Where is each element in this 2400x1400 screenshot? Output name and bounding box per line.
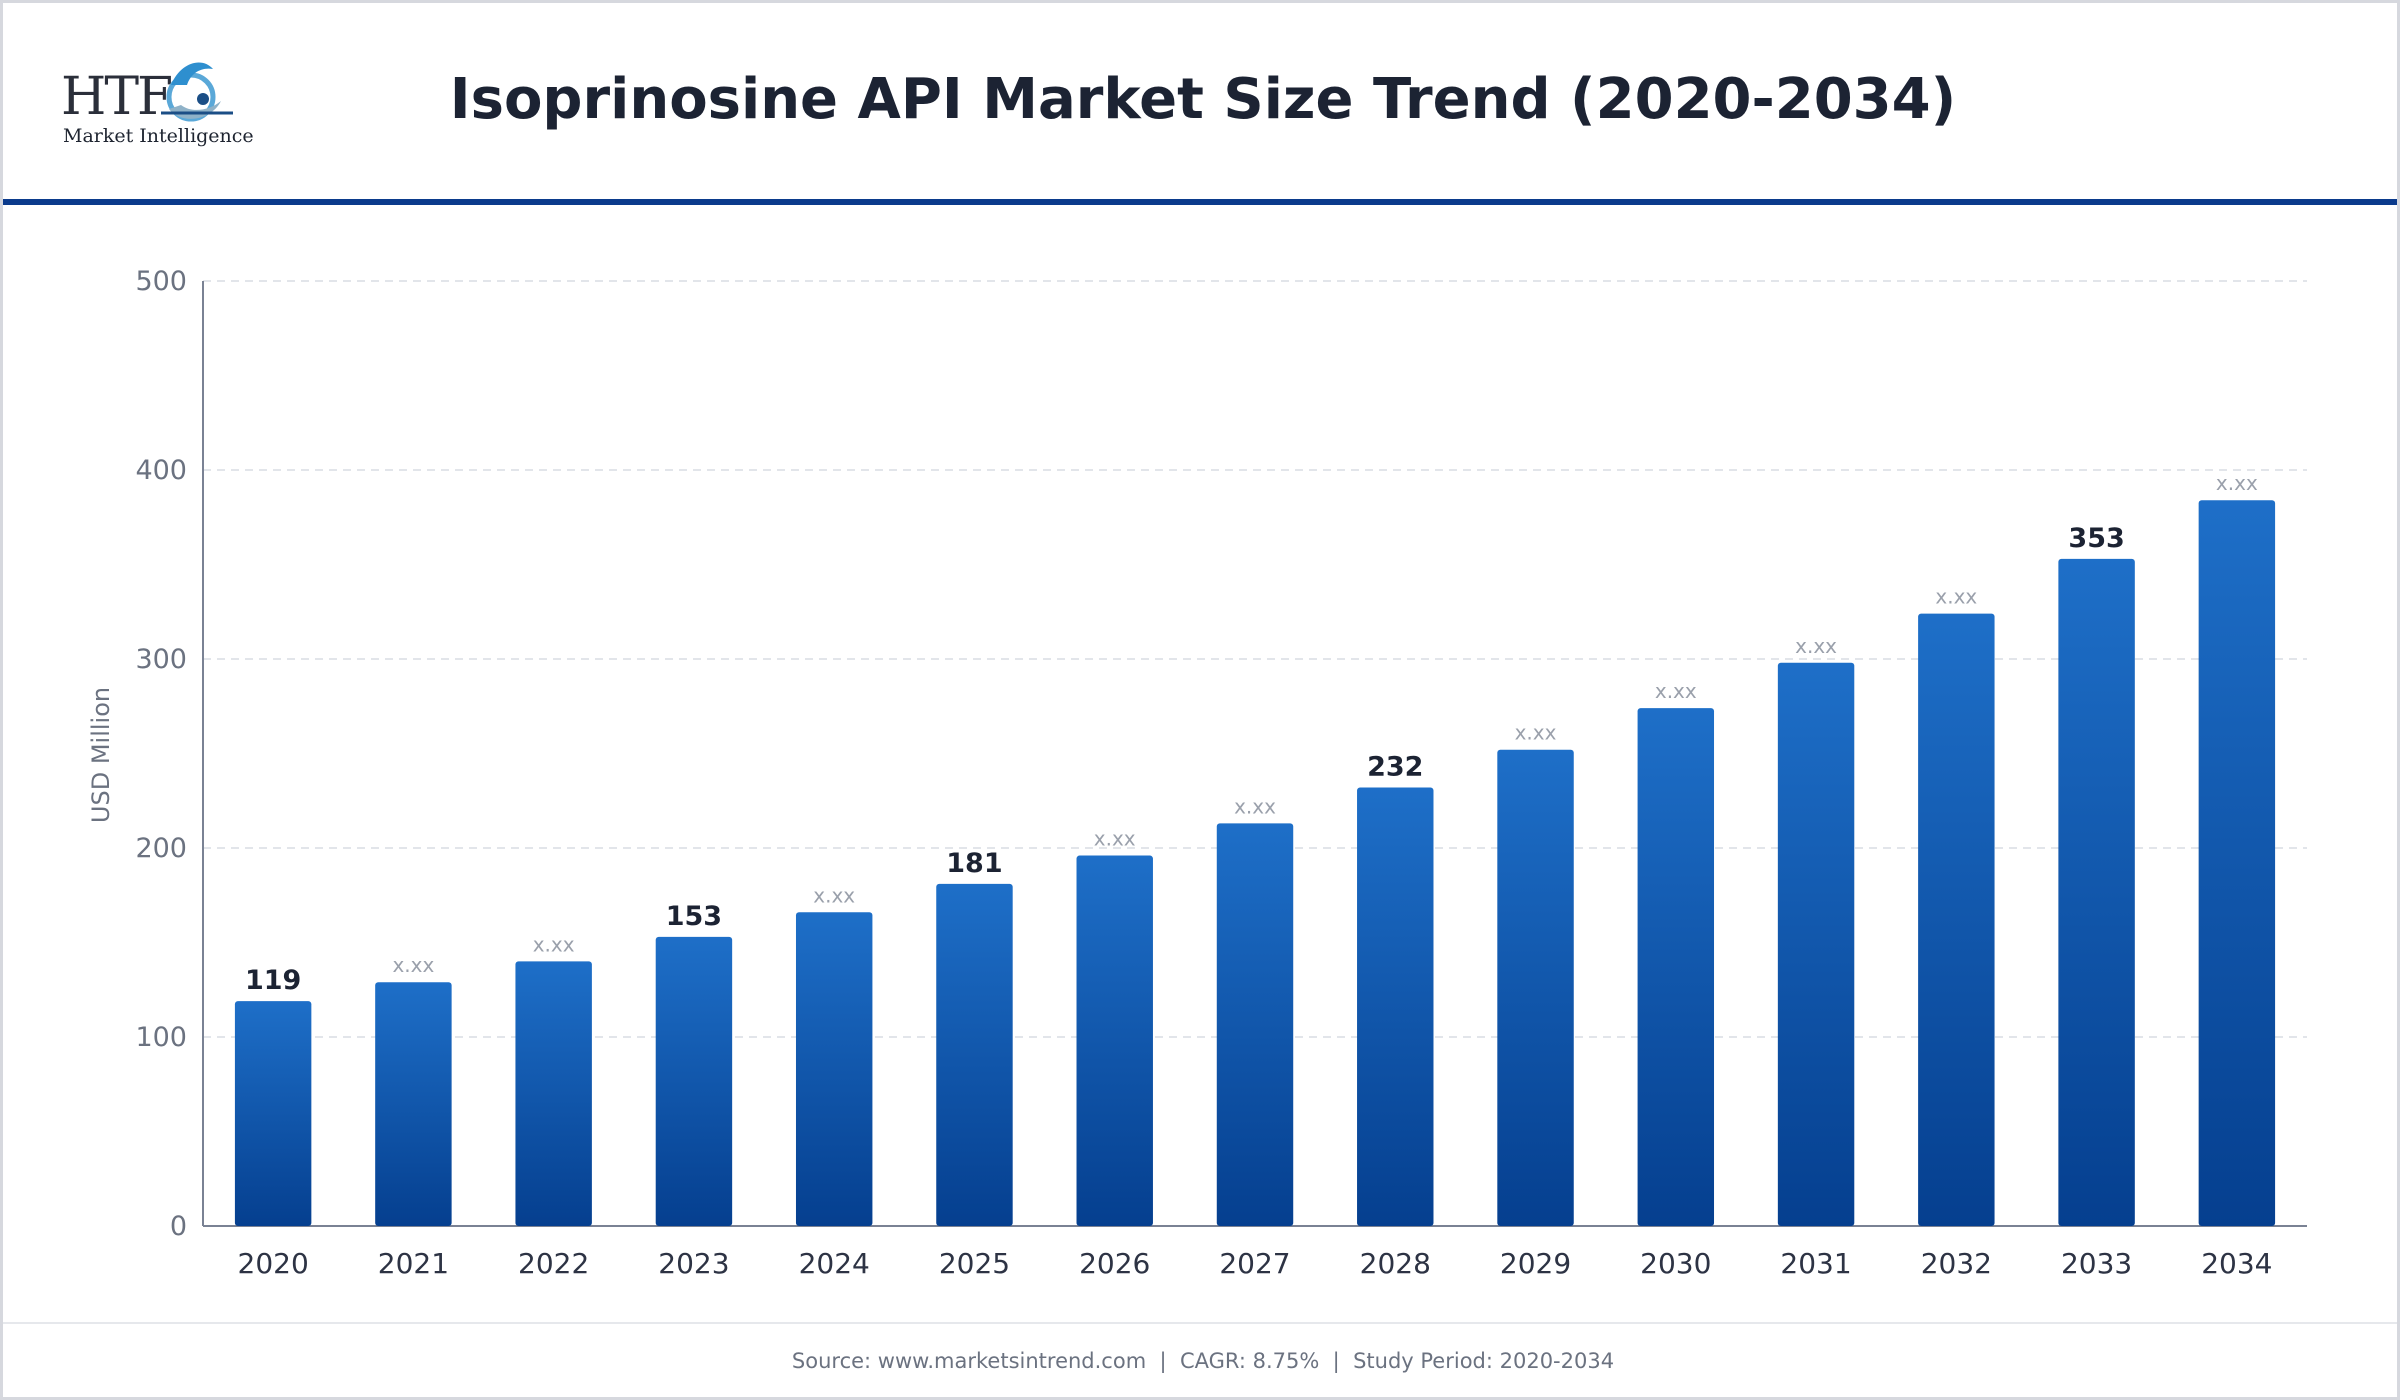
data-label-2022: x.xx bbox=[533, 932, 575, 956]
x-tick-label: 2027 bbox=[1219, 1247, 1290, 1280]
bar-chart: 119 x.xx x.xx 153 x.xx 181 x.xx x.xx 232 x.xx x.xx… bbox=[87, 266, 2307, 1280]
bar-2024 bbox=[795, 912, 873, 1226]
bar-2025 bbox=[936, 883, 1013, 1226]
x-tick-label: 2024 bbox=[799, 1247, 870, 1280]
data-label-2025: 181 bbox=[946, 848, 1002, 879]
bar-2030 bbox=[1637, 708, 1715, 1226]
x-tick-label: 2033 bbox=[2061, 1247, 2132, 1280]
data-label-2023: 153 bbox=[666, 901, 722, 932]
x-tick-label: 2020 bbox=[238, 1247, 309, 1280]
bar-2020 bbox=[234, 1001, 312, 1226]
logo-subtext: Market Intelligence bbox=[63, 125, 254, 147]
x-tick-label: 2030 bbox=[1640, 1247, 1711, 1280]
x-tick-label: 2022 bbox=[518, 1247, 589, 1280]
header-divider bbox=[3, 199, 2397, 205]
data-label-2021: x.xx bbox=[392, 953, 434, 977]
footer-separator: | bbox=[1319, 1349, 1354, 1373]
source-text: Source: www.marketsintrend.com bbox=[791, 1349, 1147, 1373]
cagr-text: CAGR: 8.75% bbox=[1179, 1349, 1320, 1373]
bar-2023 bbox=[655, 936, 733, 1226]
data-label-2028: 232 bbox=[1367, 752, 1423, 783]
x-tick-label: 2023 bbox=[658, 1247, 729, 1280]
dolphin-icon bbox=[161, 62, 233, 122]
footer-separator: | bbox=[1146, 1349, 1180, 1373]
bar-2031 bbox=[1777, 662, 1855, 1226]
data-label-2029: x.xx bbox=[1515, 721, 1557, 745]
y-tick-label: 200 bbox=[135, 833, 187, 864]
data-labels: 119 x.xx x.xx 153 x.xx 181 x.xx x.xx 232 x.xx x.xx… bbox=[245, 471, 2258, 996]
chart-title: Isoprinosine API Market Size Trend (2020… bbox=[449, 67, 1957, 132]
x-tick-label: 2025 bbox=[939, 1247, 1010, 1280]
y-axis-title: USD Million bbox=[87, 687, 115, 823]
x-tick-label: 2034 bbox=[2201, 1247, 2272, 1280]
x-tick-label: 2026 bbox=[1079, 1247, 1150, 1280]
y-tick-label: 400 bbox=[135, 455, 187, 486]
data-label-2032: x.xx bbox=[1935, 585, 1977, 609]
y-tick-label: 0 bbox=[170, 1211, 187, 1242]
data-label-2034: x.xx bbox=[2216, 471, 2258, 495]
x-tick-label: 2029 bbox=[1500, 1247, 1571, 1280]
source-footer: Source: www.marketsintrend.com | CAGR: 8… bbox=[3, 1349, 2400, 1373]
data-label-2033: 353 bbox=[2068, 523, 2124, 554]
data-label-2020: 119 bbox=[245, 965, 301, 996]
bar-2028 bbox=[1357, 787, 1434, 1226]
study-period-text: Study Period: 2020-2034 bbox=[1353, 1349, 1615, 1373]
x-tick-label: 2021 bbox=[378, 1247, 449, 1280]
bar-2021 bbox=[375, 982, 452, 1226]
footer-divider bbox=[3, 1322, 2397, 1324]
x-tick-label: 2031 bbox=[1780, 1247, 1851, 1280]
bar-2033 bbox=[2058, 558, 2135, 1226]
y-tick-label: 100 bbox=[135, 1022, 187, 1053]
bar-2034 bbox=[2198, 500, 2276, 1226]
y-tick-label: 300 bbox=[135, 644, 187, 675]
bar-2027 bbox=[1216, 823, 1294, 1226]
data-label-2031: x.xx bbox=[1795, 634, 1837, 658]
bar-2029 bbox=[1497, 749, 1574, 1226]
bar-2022 bbox=[515, 961, 592, 1226]
tick-labels: 0 100 200 300 400 500 2020 2021 2022 2023 2024 2025… bbox=[135, 266, 2272, 1280]
header: HTF Market Intelligence Isoprinosine API… bbox=[3, 3, 2397, 199]
y-tick-label: 500 bbox=[135, 266, 187, 297]
data-label-2026: x.xx bbox=[1094, 827, 1136, 851]
x-tick-label: 2028 bbox=[1360, 1247, 1431, 1280]
bar-2026 bbox=[1076, 855, 1153, 1226]
bar-2032 bbox=[1918, 613, 1995, 1226]
data-label-2024: x.xx bbox=[813, 883, 855, 907]
bars bbox=[234, 500, 2276, 1226]
data-label-2030: x.xx bbox=[1655, 679, 1697, 703]
brand-logo: HTF Market Intelligence bbox=[61, 55, 254, 155]
data-label-2027: x.xx bbox=[1234, 794, 1276, 818]
logo-text: HTF bbox=[61, 67, 173, 127]
x-tick-label: 2032 bbox=[1921, 1247, 1992, 1280]
